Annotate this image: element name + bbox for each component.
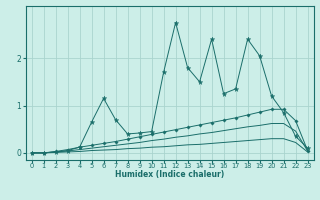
X-axis label: Humidex (Indice chaleur): Humidex (Indice chaleur): [115, 170, 224, 179]
